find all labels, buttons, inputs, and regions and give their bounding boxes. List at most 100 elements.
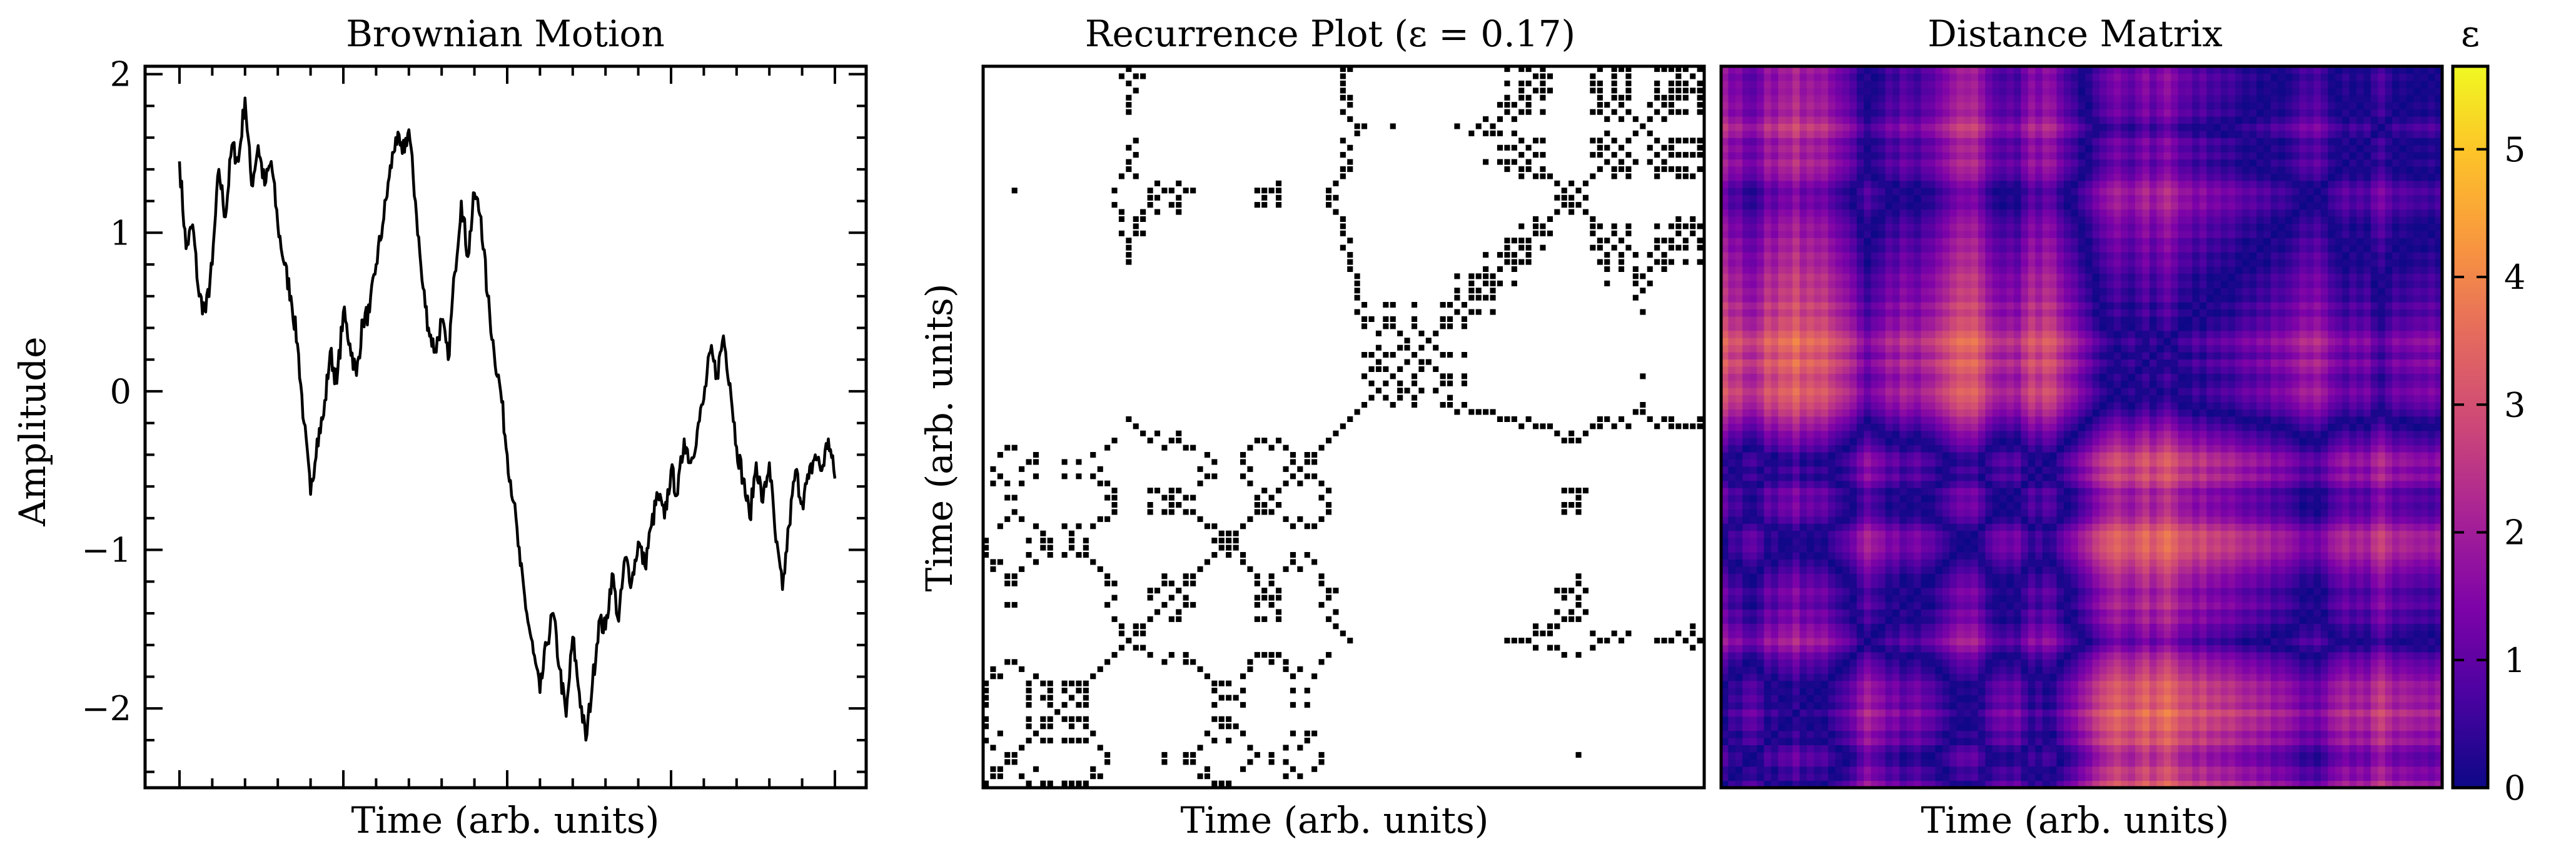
recurrence-point <box>1111 595 1118 601</box>
distance-cell <box>1971 630 1979 638</box>
distance-cell <box>1785 509 1793 517</box>
distance-cell <box>1885 609 1893 617</box>
recurrence-point <box>1168 188 1174 194</box>
distance-cell <box>1849 630 1857 638</box>
distance-cell <box>2142 638 2150 646</box>
distance-cell <box>1735 723 1743 731</box>
distance-cell <box>2342 738 2350 745</box>
distance-cell <box>1942 730 1950 738</box>
distance-cell <box>1942 751 1950 760</box>
distance-cell <box>2049 759 2058 767</box>
recurrence-point <box>1540 73 1546 79</box>
distance-cell <box>1764 538 1772 546</box>
distance-cell <box>2049 538 2058 546</box>
distance-cell <box>2135 530 2143 538</box>
distance-cell <box>2099 516 2107 524</box>
distance-cell <box>2306 573 2315 581</box>
distance-cell <box>2328 645 2336 653</box>
distance-cell <box>2049 701 2058 710</box>
distance-cell <box>2171 552 2179 560</box>
distance-cell <box>2192 673 2200 681</box>
distance-cell <box>1942 588 1950 596</box>
distance-cell <box>2249 766 2257 774</box>
distance-cell <box>2328 630 2336 638</box>
distance-cell <box>2085 680 2093 688</box>
recurrence-point <box>1183 445 1189 451</box>
distance-cell <box>1949 609 1957 617</box>
distance-cell <box>2142 673 2150 681</box>
distance-cell <box>2413 673 2422 681</box>
recurrence-point <box>1254 601 1260 608</box>
distance-cell <box>2092 559 2100 567</box>
distance-cell <box>1935 759 1943 767</box>
distance-cell <box>1828 601 1836 610</box>
distance-cell <box>1914 509 1922 517</box>
distance-cell <box>2378 716 2386 724</box>
distance-cell <box>2135 680 2143 688</box>
distance-cell <box>2235 766 2243 774</box>
distance-cell <box>2106 673 2114 681</box>
recurrence-point <box>1504 80 1510 86</box>
distance-cell <box>2349 645 2357 653</box>
distance-cell <box>1821 716 1829 724</box>
distance-cell <box>2113 595 2121 603</box>
distance-cell <box>1949 701 1957 710</box>
distance-cell <box>2064 666 2071 674</box>
distance-cell <box>1735 545 1743 553</box>
distance-cell <box>1799 701 1807 710</box>
distance-cell <box>2085 730 2093 738</box>
distance-cell <box>1978 623 1986 631</box>
distance-cell <box>1770 538 1779 546</box>
distance-cell <box>2156 538 2164 546</box>
distance-cell <box>1807 695 1814 703</box>
distance-cell <box>2228 651 2236 660</box>
distance-cell <box>2249 673 2257 681</box>
distance-cell <box>1985 659 1993 667</box>
distance-cell <box>2363 651 2371 660</box>
distance-cell <box>1807 666 1814 674</box>
distance-cell <box>1792 738 1801 745</box>
recurrence-point <box>990 559 996 565</box>
distance-cell <box>2135 601 2143 610</box>
distance-cell <box>2263 738 2271 745</box>
recurrence-point <box>1690 73 1696 79</box>
distance-cell <box>2228 638 2236 646</box>
distance-cell <box>1721 509 1729 517</box>
distance-cell <box>2042 509 2050 517</box>
distance-cell <box>2235 601 2243 610</box>
distance-cell <box>2085 766 2093 774</box>
distance-cell <box>1871 709 1879 717</box>
distance-cell <box>2006 566 2014 574</box>
distance-cell <box>2285 723 2293 731</box>
distance-cell <box>2006 751 2014 760</box>
distance-cell <box>2206 723 2215 731</box>
distance-cell <box>2413 630 2422 638</box>
distance-cell <box>1971 651 1979 660</box>
recurrence-point <box>1611 223 1617 229</box>
distance-cell <box>2356 651 2364 660</box>
distance-cell <box>2356 680 2364 688</box>
distance-cell <box>2306 538 2315 546</box>
recurrence-point <box>1447 352 1453 358</box>
distance-cell <box>2213 716 2221 724</box>
distance-cell <box>1942 745 1950 753</box>
distance-cell <box>1749 638 1757 646</box>
distance-cell <box>2385 566 2393 574</box>
recurrence-point <box>1661 638 1667 644</box>
distance-cell <box>1899 580 1907 588</box>
distance-cell <box>2235 673 2243 681</box>
distance-cell <box>1828 580 1836 588</box>
distance-cell <box>1899 595 1907 603</box>
distance-cell <box>2278 738 2286 745</box>
distance-cell <box>2171 766 2179 774</box>
distance-cell <box>2178 552 2186 560</box>
distance-cell <box>2356 516 2364 524</box>
distance-cell <box>2099 773 2107 781</box>
distance-cell <box>2413 601 2422 610</box>
distance-cell <box>1935 601 1943 610</box>
recurrence-point <box>1554 209 1560 215</box>
distance-cell <box>1807 680 1814 688</box>
distance-cell <box>2328 616 2336 624</box>
distance-cell <box>1892 559 1900 567</box>
distance-cell <box>2014 595 2021 603</box>
